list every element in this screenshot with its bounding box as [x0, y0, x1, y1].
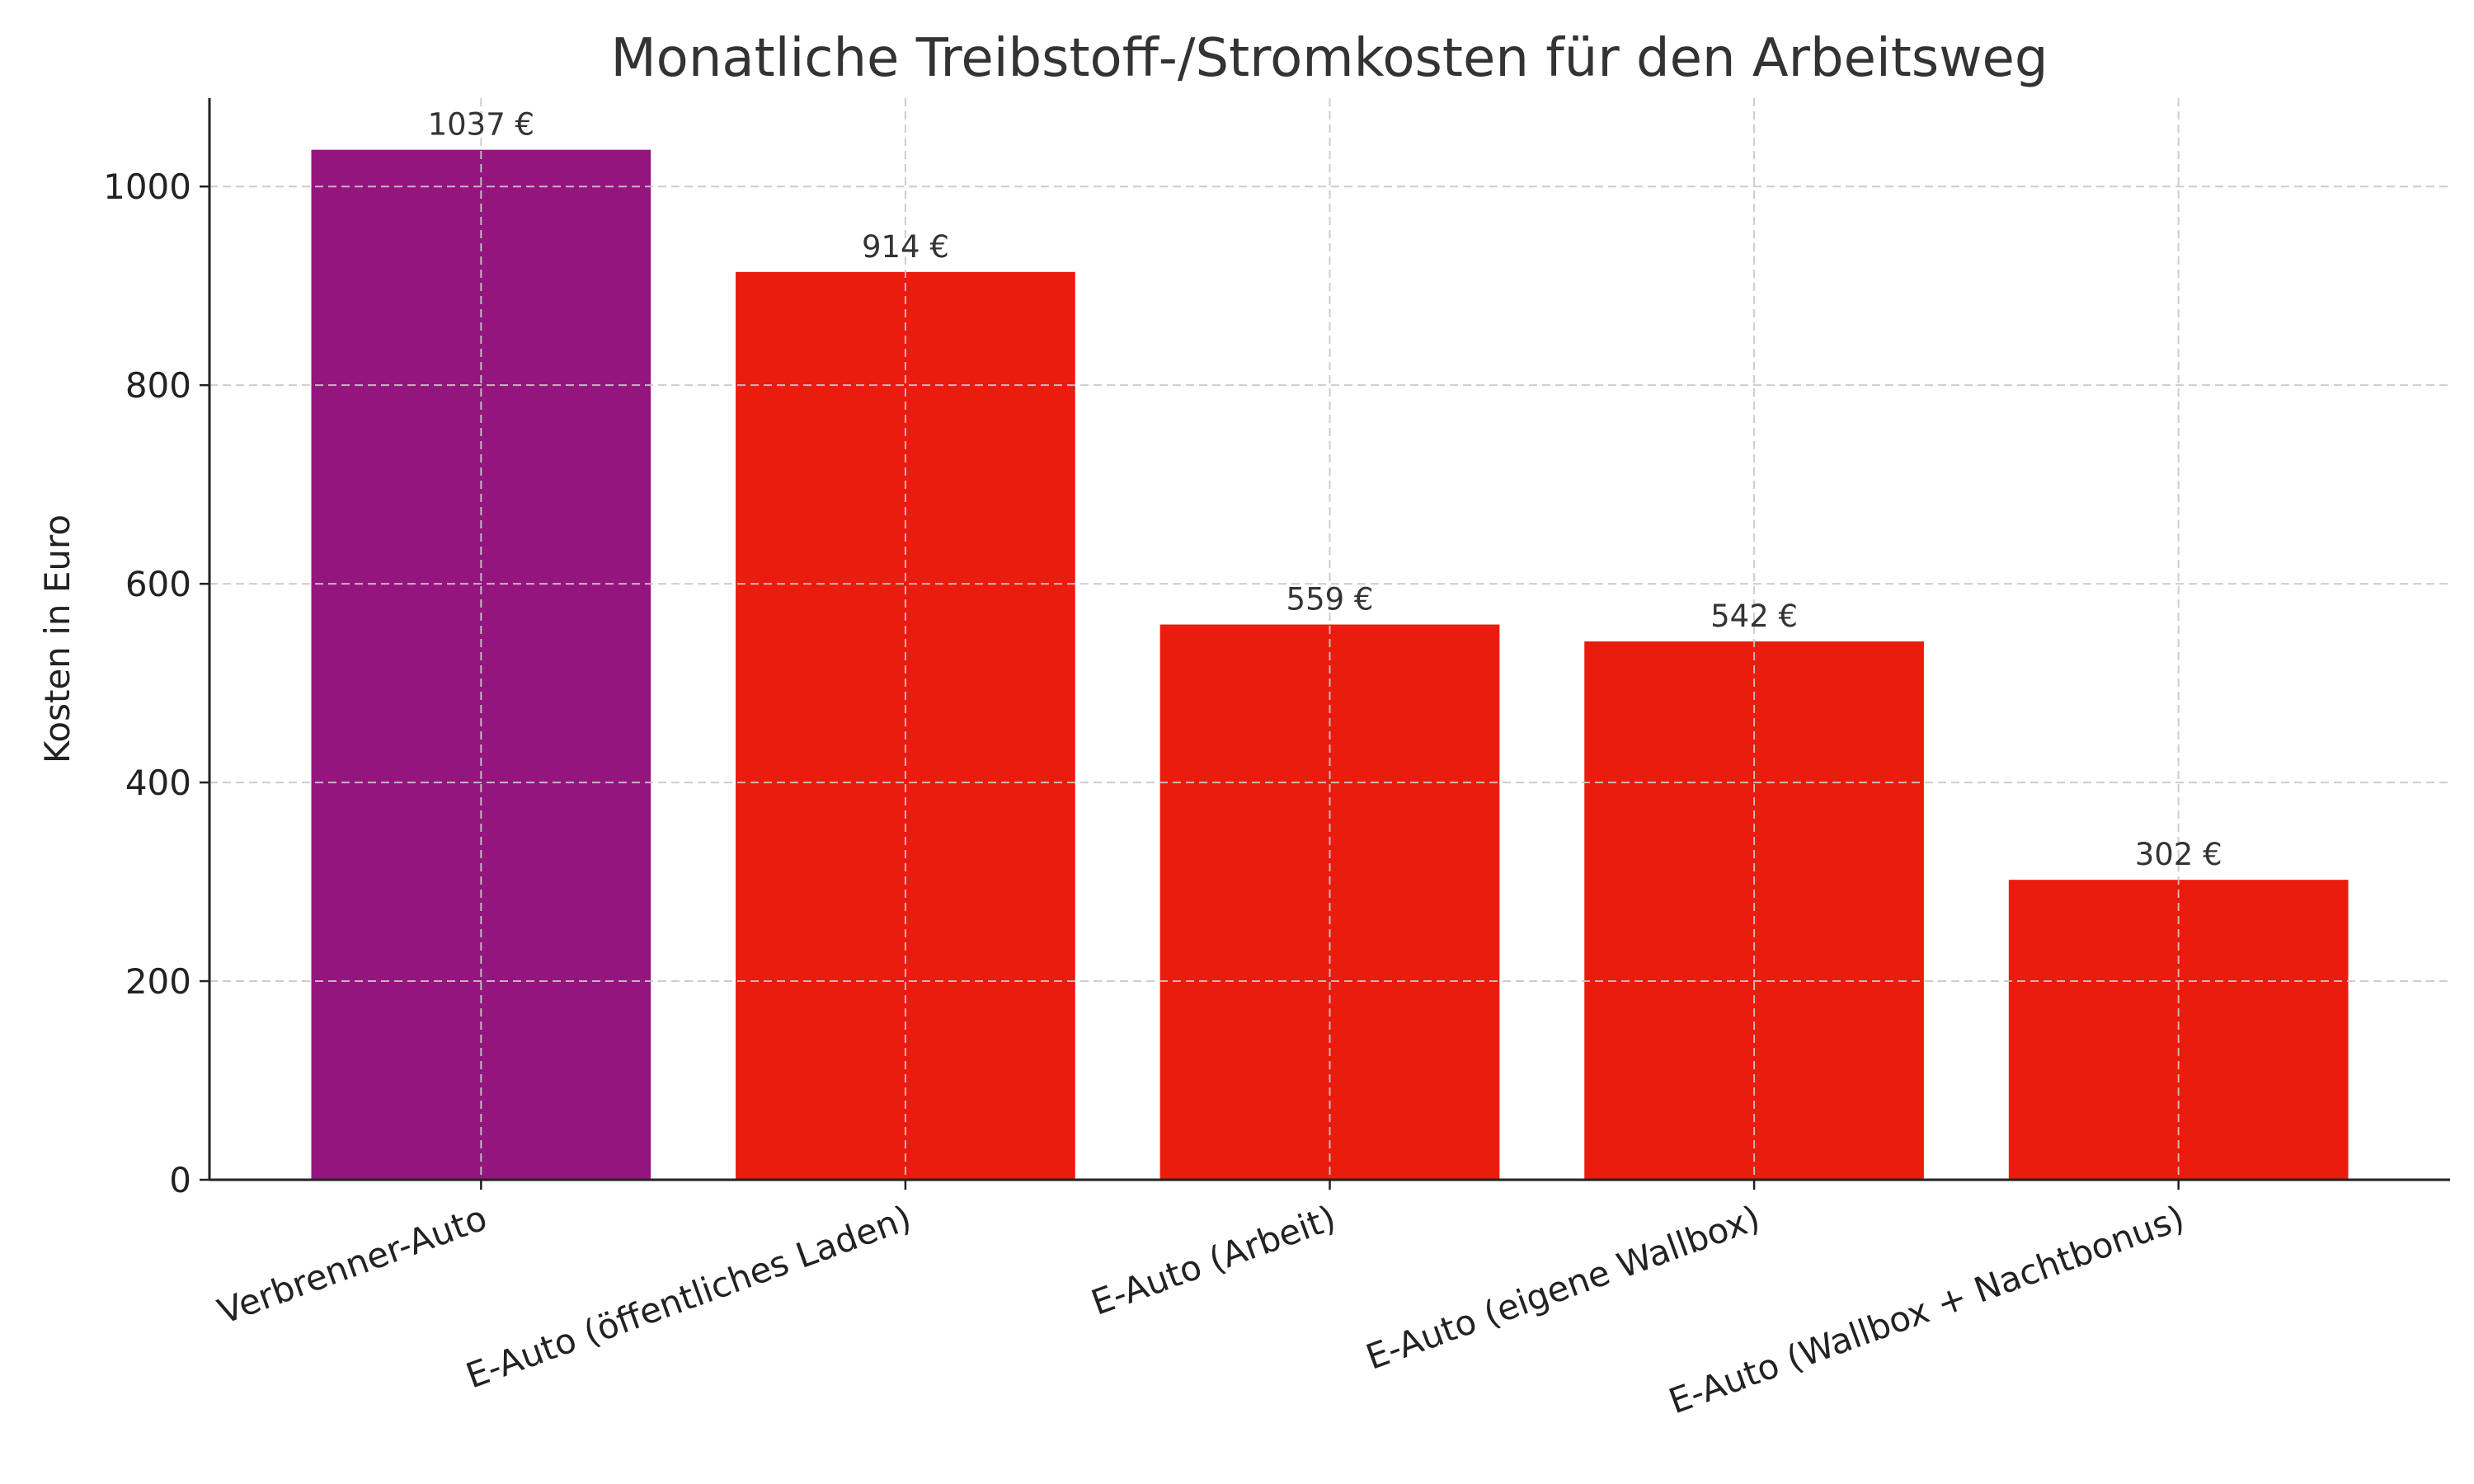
y-tick-label: 1000 — [103, 167, 191, 207]
y-tick-label: 600 — [125, 564, 191, 604]
grid-lines — [209, 98, 2450, 1180]
x-tick-label: Verbrenner-Auto — [213, 1197, 492, 1331]
x-tick-label: E-Auto (öffentliches Laden) — [461, 1197, 917, 1396]
data-label: 914 € — [862, 229, 949, 265]
y-tick-label: 800 — [125, 365, 191, 406]
axes — [200, 98, 2450, 1190]
data-label: 542 € — [1710, 599, 1798, 634]
bar — [1159, 624, 1500, 1180]
data-label: 559 € — [1286, 582, 1374, 618]
x-tick-label: E-Auto (Arbeit) — [1086, 1197, 1341, 1322]
bar — [311, 149, 651, 1180]
y-tick-label: 0 — [169, 1160, 191, 1200]
chart-title: Monatliche Treibstoff-/Stromkosten für d… — [610, 28, 2048, 89]
y-tick-label: 400 — [125, 763, 191, 803]
y-axis-label: Kosten in Euro — [37, 514, 78, 763]
y-tick-label: 200 — [125, 961, 191, 1002]
x-tick-label: E-Auto (eigene Wallbox) — [1361, 1197, 1765, 1377]
data-label: 1037 € — [428, 107, 534, 143]
data-label: 302 € — [2135, 837, 2222, 872]
